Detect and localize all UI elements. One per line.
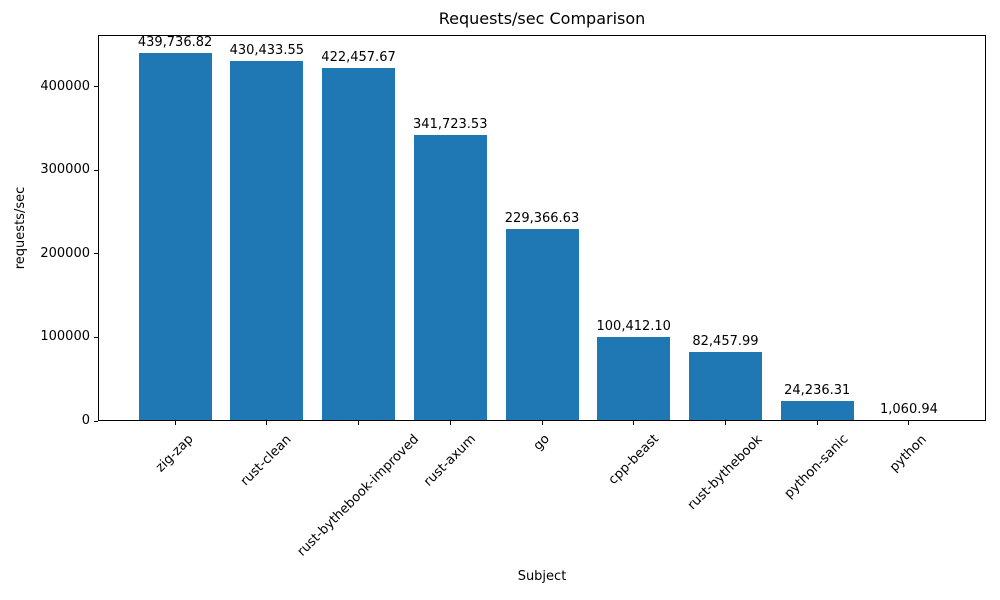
bar	[230, 61, 304, 421]
chart-title: Requests/sec Comparison	[438, 9, 646, 28]
bar-value-label: 100,412.10	[596, 319, 671, 335]
x-tick-label: rust-bythebook-improved	[294, 431, 423, 560]
x-tick-label: rust-axum	[420, 432, 479, 490]
x-tick-mark	[174, 421, 176, 425]
x-tick-label: python-sanic	[781, 432, 852, 502]
x-tick-label: rust-bythebook	[684, 431, 766, 513]
y-tick-label: 400000	[40, 78, 90, 94]
x-tick-label: cpp-beast	[605, 431, 662, 489]
y-axis-label: requests/sec	[13, 186, 28, 270]
bar	[688, 352, 762, 421]
bar	[138, 53, 212, 421]
y-tick-mark	[94, 420, 98, 422]
bar-value-label: 229,366.63	[504, 211, 580, 227]
bar-value-label: 439,736.82	[137, 35, 213, 51]
x-tick-label: zig-zap	[153, 431, 197, 476]
x-tick-label: python	[887, 431, 931, 475]
x-tick-label: rust-clean	[238, 431, 295, 489]
y-tick-label: 0	[81, 413, 90, 428]
x-tick-label: go	[530, 431, 553, 454]
bar	[413, 135, 487, 421]
y-tick-mark	[94, 169, 98, 171]
x-tick-mark	[724, 421, 726, 425]
y-tick-mark	[94, 253, 98, 255]
x-tick-mark	[358, 421, 360, 425]
y-tick-label: 100000	[40, 329, 90, 345]
bar	[322, 67, 396, 421]
x-tick-mark	[633, 421, 635, 425]
x-tick-mark	[541, 421, 543, 425]
x-tick-mark	[908, 421, 910, 425]
x-tick-mark	[449, 421, 451, 425]
y-tick-label: 300000	[40, 162, 90, 178]
bar-value-label: 430,433.55	[229, 43, 304, 59]
bar	[597, 337, 671, 421]
x-axis-label: Subject	[517, 569, 567, 584]
bar-value-label: 24,236.31	[784, 382, 851, 398]
x-tick-mark	[266, 421, 268, 425]
y-tick-mark	[94, 336, 98, 338]
bar-value-label: 422,457.67	[321, 49, 396, 65]
x-tick-mark	[816, 421, 818, 425]
bar-value-label: 82,457.99	[692, 334, 759, 350]
bar	[780, 400, 854, 421]
bar	[505, 229, 579, 421]
bar-value-label: 341,723.53	[413, 117, 488, 133]
y-tick-label: 200000	[40, 245, 90, 261]
bar-value-label: 1,060.94	[879, 402, 938, 418]
y-tick-mark	[94, 86, 98, 88]
